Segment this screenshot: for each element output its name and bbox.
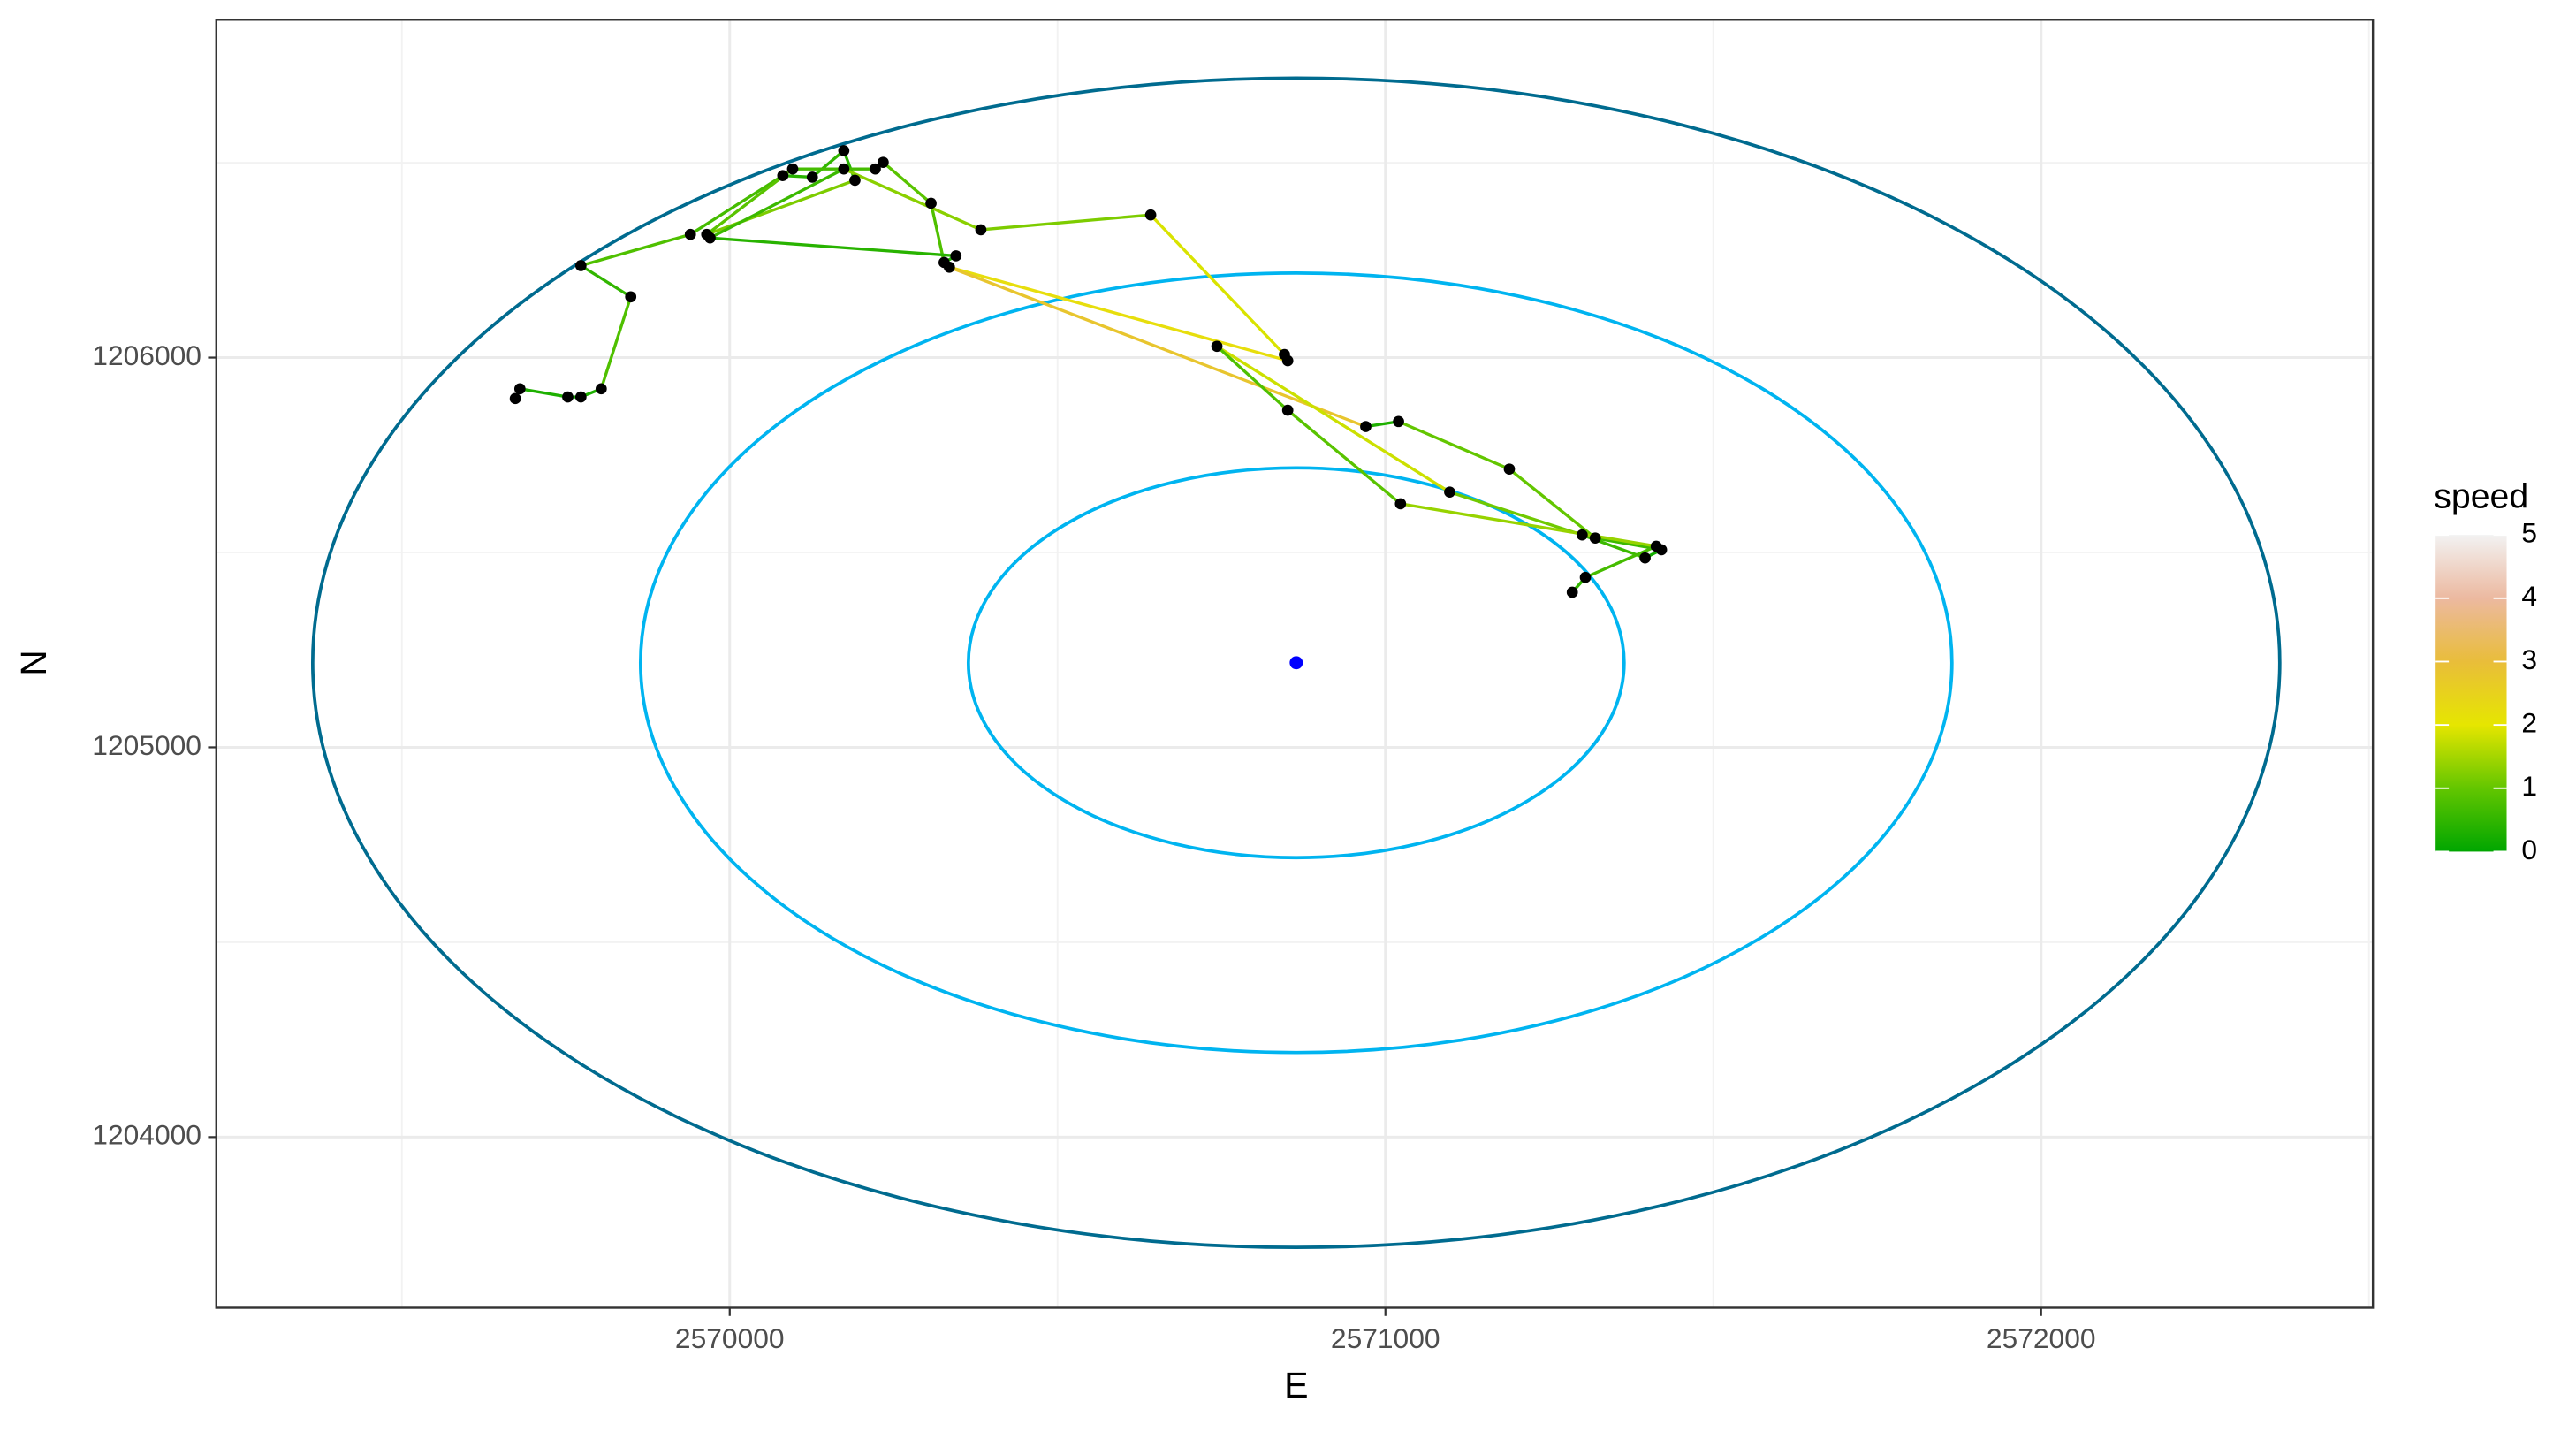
track-point: [574, 391, 587, 403]
y-tick-label: 1206000: [92, 339, 201, 371]
colorbar-label: 3: [2521, 644, 2537, 675]
track-point: [1281, 354, 1294, 367]
ring: [310, 76, 2282, 1250]
track-segment: [811, 149, 845, 179]
track-point: [1360, 421, 1372, 432]
track-point: [684, 228, 696, 240]
track-point: [1144, 209, 1157, 221]
track-segment: [710, 236, 956, 258]
track-point: [925, 197, 937, 209]
track-segment: [948, 265, 1288, 362]
colorbar: [2435, 535, 2507, 852]
track-segment: [882, 161, 932, 205]
panel-border: [215, 19, 2375, 1309]
colorbar-label: 2: [2521, 707, 2537, 739]
colorbar-label: 4: [2521, 580, 2537, 612]
colorbar-label: 0: [2521, 834, 2537, 865]
track-point: [950, 250, 962, 262]
ring: [638, 271, 1954, 1055]
legend-title: speed: [2434, 478, 2528, 516]
track-segment: [1400, 502, 1657, 548]
track-point: [870, 163, 881, 175]
track-point: [509, 392, 521, 405]
track-point: [849, 174, 861, 187]
colorbar-label: 1: [2521, 770, 2537, 802]
track-point: [1281, 404, 1294, 416]
ring: [966, 466, 1626, 860]
track-point: [1503, 463, 1516, 475]
track-point: [1589, 532, 1601, 544]
y-axis-title: N: [13, 650, 54, 675]
x-tick-label: 2571000: [1331, 1322, 1440, 1354]
track-segment: [709, 167, 845, 240]
track-point: [786, 163, 799, 175]
track-point: [1444, 486, 1455, 498]
track-point: [625, 291, 637, 303]
track-segment: [948, 265, 1367, 429]
x-axis-title: E: [1284, 1365, 1308, 1405]
center-point: [1289, 656, 1303, 670]
track-segment: [520, 387, 568, 399]
track-point: [513, 383, 526, 395]
track-segment: [580, 264, 632, 299]
colorbar-label: 5: [2521, 517, 2537, 549]
track-point: [943, 261, 955, 273]
track-segment: [980, 213, 1151, 232]
track-point: [878, 156, 889, 168]
track-segment: [843, 167, 982, 232]
track-point: [1650, 540, 1662, 552]
y-tick-label: 1204000: [92, 1119, 201, 1151]
track-segment: [1397, 420, 1510, 471]
track-segment: [1215, 345, 1289, 412]
track-point: [704, 232, 716, 244]
track-segment: [1216, 345, 1451, 494]
track-point: [562, 391, 574, 403]
track-segment: [1149, 214, 1286, 356]
track-point: [1639, 552, 1651, 564]
track-segment: [689, 174, 784, 236]
track-segment: [599, 296, 633, 390]
track-point: [838, 163, 850, 175]
track-point: [975, 224, 987, 236]
track-point: [1394, 498, 1407, 510]
track-point: [595, 383, 607, 395]
track-segment: [929, 202, 946, 263]
track-point: [1579, 571, 1592, 583]
track-segment: [705, 167, 794, 236]
y-tick-label: 1205000: [92, 729, 201, 761]
track-segment: [1448, 491, 1583, 537]
x-tick-label: 2572000: [1987, 1322, 2096, 1354]
track-segment: [1287, 408, 1402, 506]
track-point: [574, 260, 587, 271]
track-point: [777, 170, 789, 181]
track-point: [1393, 415, 1404, 428]
track-point: [838, 145, 850, 156]
track-point: [1211, 340, 1223, 353]
track-segment: [1584, 545, 1657, 579]
track-point: [1566, 586, 1578, 598]
track-point: [806, 171, 818, 183]
track-point: [1576, 529, 1588, 541]
track-segment: [580, 232, 691, 268]
x-tick-label: 2570000: [675, 1322, 785, 1354]
track-segment: [1508, 468, 1597, 539]
